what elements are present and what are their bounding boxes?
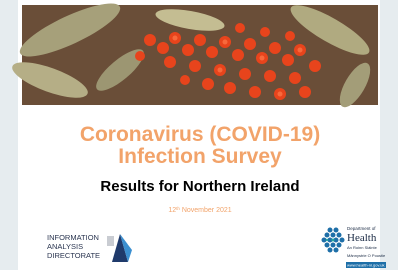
dept-scots: Männystrie O Poustie (347, 253, 386, 258)
subtitle: Results for Northern Ireland (100, 178, 299, 195)
dept-irish: An Roinn Sláinte (347, 245, 378, 250)
date-day: 12 (168, 207, 176, 214)
title-line-2: Infection Survey (118, 145, 282, 168)
logo-text: ANALYSIS (47, 242, 83, 251)
cover-page: Coronavirus (COVID-19) Infection Survey … (0, 0, 398, 270)
logo-text: INFORMATION (47, 233, 99, 242)
dept-name: Health (347, 232, 377, 244)
dept-text: Department of (347, 226, 376, 231)
date-rest: November 2021 (180, 207, 232, 214)
title-line-1: Coronavirus (COVID-19) (80, 123, 320, 146)
cover-image (8, 0, 378, 112)
dept-url: www.health-ni.gov.uk (347, 263, 385, 268)
logo-text: DIRECTORATE (47, 251, 100, 260)
